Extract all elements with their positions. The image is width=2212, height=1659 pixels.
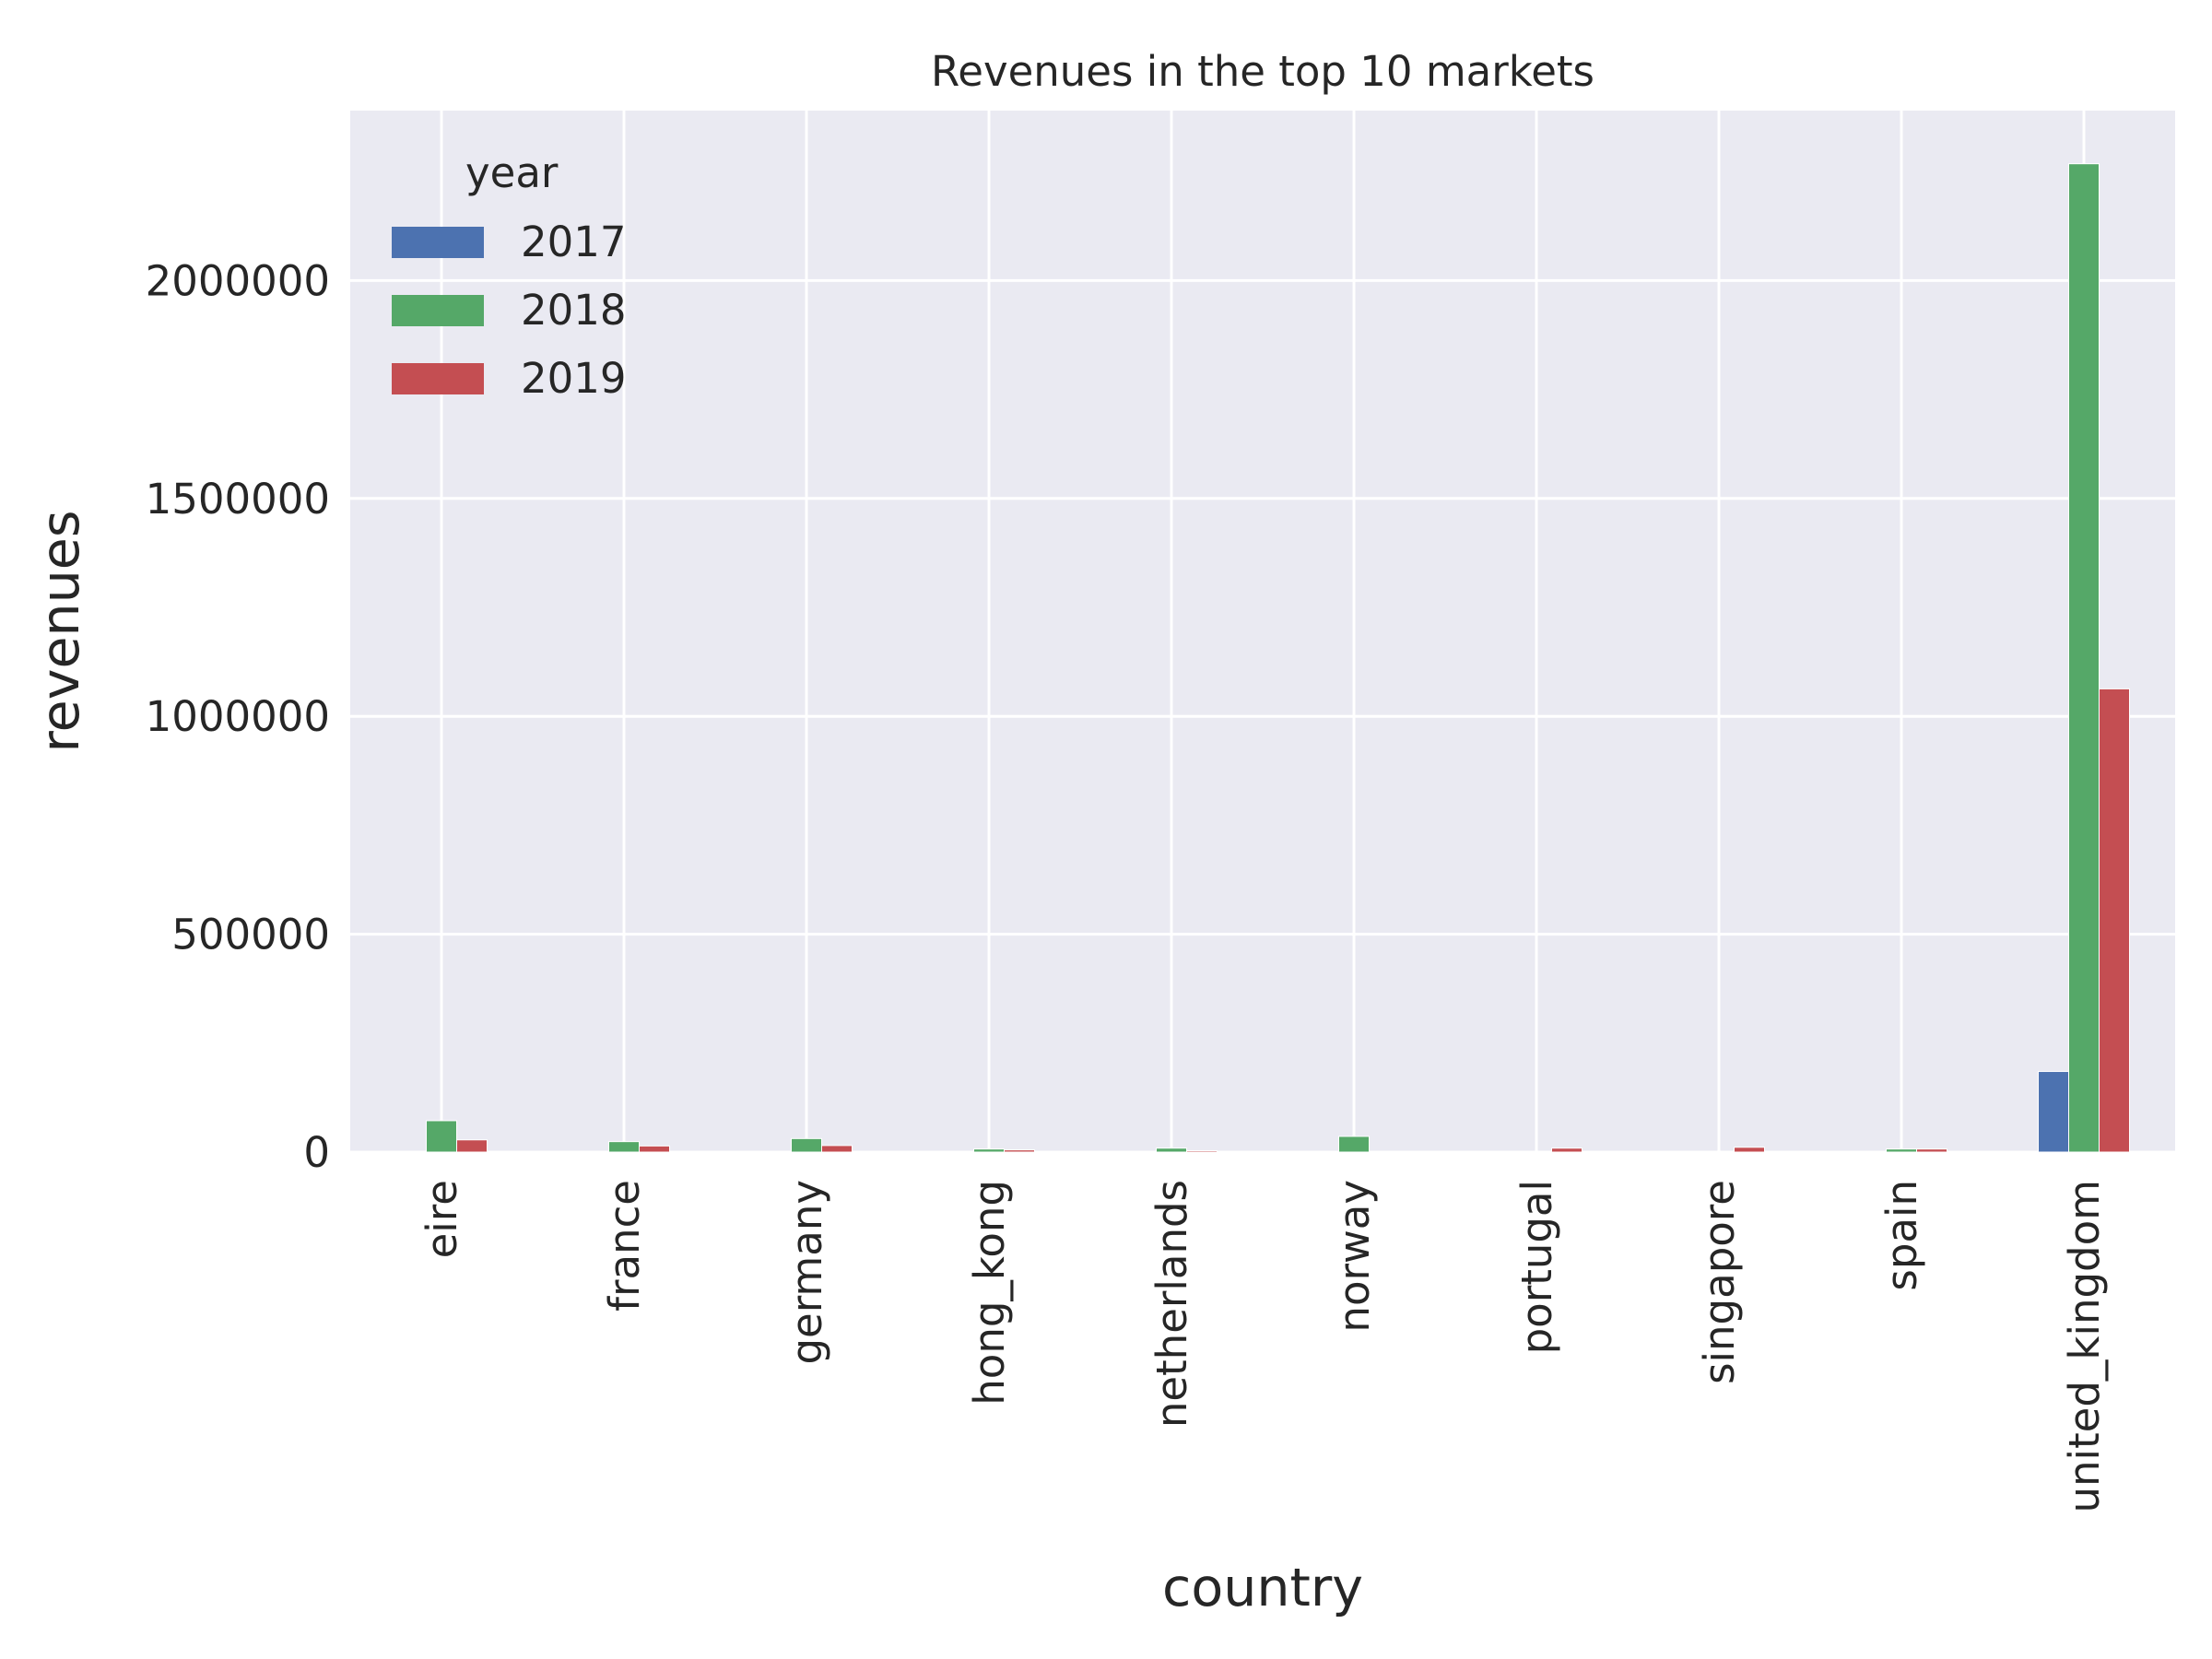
bar-spain-2018 (1886, 1148, 1917, 1153)
legend-label-2017: 2017 (521, 218, 627, 266)
bar-netherlands-2018 (1156, 1147, 1187, 1153)
bar-eire-2018 (426, 1120, 457, 1153)
y-axis-label: revenues (30, 510, 91, 752)
y-tick-label: 500000 (171, 911, 330, 959)
y-tick-labels: 0 500000 1000000 1500000 2000000 (146, 256, 330, 1177)
bar-france-2018 (608, 1141, 640, 1153)
legend: year 2017 2018 2019 (392, 148, 627, 403)
x-tick-label-norway: norway (1330, 1180, 1379, 1333)
bars (395, 163, 2130, 1153)
x-axis-label: country (1162, 1558, 1363, 1618)
bar-france-2019 (639, 1145, 670, 1153)
bar-eire-2017 (395, 1150, 427, 1153)
bar-hong_kong-2018 (973, 1148, 1005, 1153)
bar-germany-2019 (821, 1145, 853, 1153)
chart-title: Revenues in the top 10 markets (931, 47, 1594, 96)
x-tick-label-eire: eire (418, 1180, 466, 1258)
x-tick-labels: eire france germany hong_kong netherlands nor… (418, 1180, 2109, 1513)
legend-swatch-2019 (392, 363, 484, 394)
bar-norway-2018 (1338, 1135, 1370, 1153)
x-tick-label-singapore: singapore (1695, 1180, 1744, 1384)
x-tick-label-spain: spain (1877, 1180, 1926, 1291)
bar-hong_kong-2019 (1004, 1149, 1035, 1153)
x-tick-label-portugal: portugal (1512, 1180, 1561, 1354)
bar-united_kingdom-2017 (2038, 1071, 2069, 1153)
legend-swatch-2018 (392, 295, 484, 326)
plot-area (350, 111, 2175, 1152)
y-tick-label: 2000000 (146, 256, 330, 305)
bar-netherlands-2019 (1186, 1150, 1218, 1153)
x-tick-label-hong_kong: hong_kong (965, 1180, 1014, 1406)
legend-label-2019: 2019 (521, 354, 627, 403)
x-tick-label-netherlands: netherlands (1147, 1180, 1196, 1428)
bar-portugal-2018 (1521, 1150, 1552, 1153)
x-tick-label-france: france (600, 1180, 649, 1312)
legend-title: year (465, 148, 559, 197)
x-tick-label-united_kingdom: united_kingdom (2060, 1180, 2109, 1513)
grid-lines (350, 111, 2175, 1154)
bar-united_kingdom-2019 (2099, 688, 2130, 1153)
x-tick-label-germany: germany (782, 1180, 831, 1365)
bar-norway-2019 (1369, 1150, 1400, 1153)
legend-label-2018: 2018 (521, 286, 627, 335)
y-tick-label: 0 (303, 1128, 330, 1177)
y-tick-label: 1500000 (146, 475, 330, 524)
bar-spain-2019 (1916, 1148, 1947, 1153)
bar-united_kingdom-2018 (2068, 163, 2100, 1153)
bar-singapore-2019 (1734, 1147, 1765, 1153)
legend-items: 2017 2018 2019 (392, 218, 627, 403)
bar-portugal-2019 (1551, 1147, 1583, 1153)
y-tick-label: 1000000 (146, 692, 330, 741)
legend-swatch-2017 (392, 227, 484, 258)
bar-eire-2019 (456, 1139, 488, 1153)
bar-germany-2018 (791, 1137, 822, 1153)
